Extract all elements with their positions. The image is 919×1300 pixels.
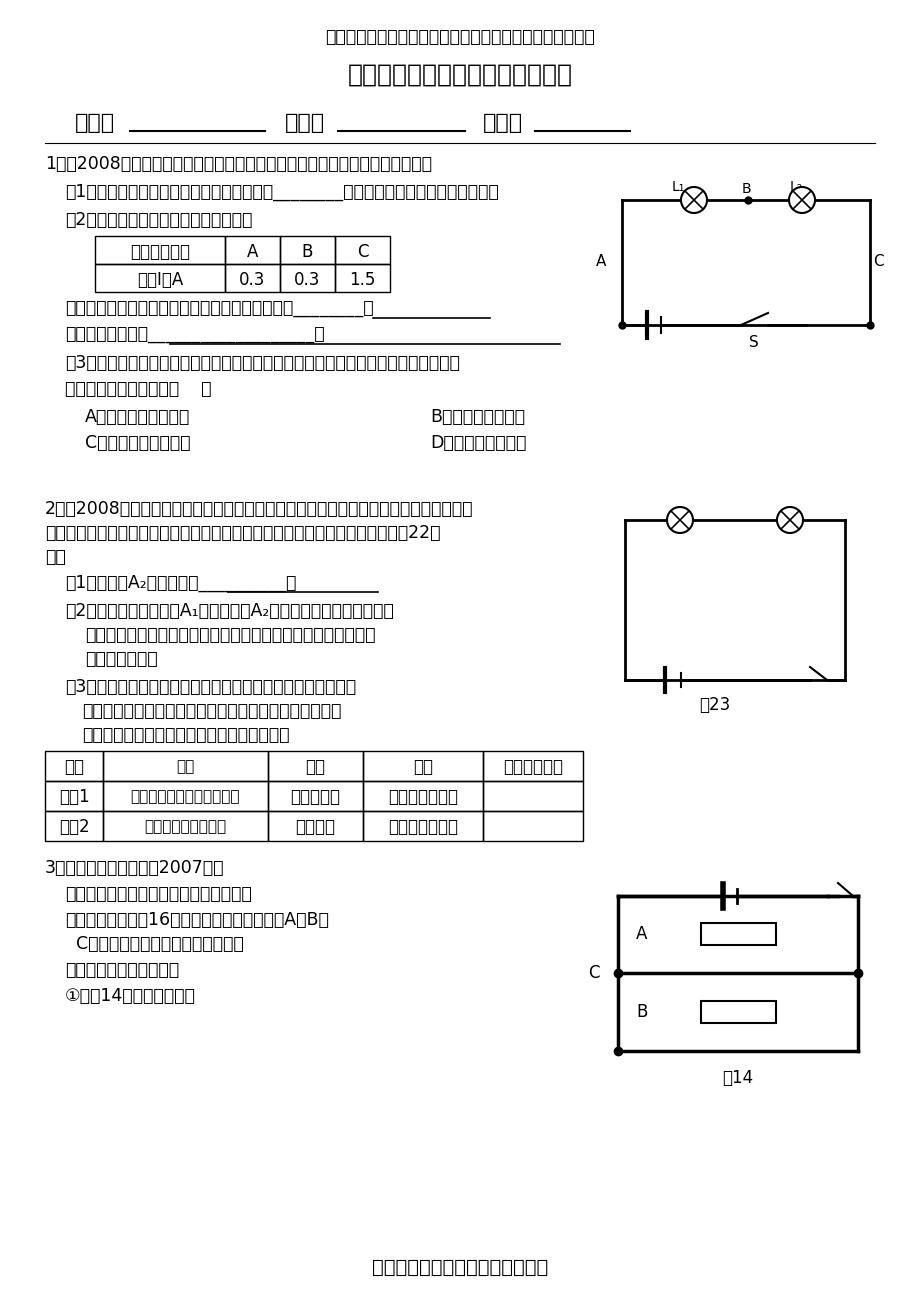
Text: 图14: 图14 [721, 1069, 753, 1087]
Text: （1）实验中，选择两个小灯泡的规格应该是________的（填「相同」或「不相同」）。: （1）实验中，选择两个小灯泡的规格应该是________的（填「相同」或「不相同… [65, 183, 498, 202]
Bar [95, 237, 225, 264]
Text: 两灯一定是串联: 两灯一定是串联 [388, 788, 458, 806]
Text: B: B [742, 182, 751, 196]
Text: B．灯泡的灯丝断了: B．灯泡的灯丝断了 [429, 408, 525, 426]
Text: 方法2: 方法2 [59, 818, 89, 836]
Text: 串、并联电路电流特点的实验探究: 串、并联电路电流特点的实验探究 [347, 62, 572, 87]
Text: L₂: L₂ [789, 179, 802, 194]
Bar [45, 811, 103, 841]
Text: 方法是否可行: 方法是否可行 [503, 758, 562, 776]
Circle shape [680, 187, 706, 213]
Text: 班级：: 班级： [75, 113, 115, 133]
Text: 《提出问题》如图16所示的并联电路中，流过A、B、: 《提出问题》如图16所示的并联电路中，流过A、B、 [65, 911, 328, 930]
Text: 把任意一根导线断开: 把任意一根导线断开 [144, 819, 226, 835]
Text: 小灯泡不发光的原因是（    ）: 小灯泡不发光的原因是（ ） [65, 380, 211, 398]
Text: 电流每流经一个用电器，电流都会减弱一些」．请你指出造成偏: 电流每流经一个用电器，电流都会减弱一些」．请你指出造成偏 [85, 627, 375, 644]
Text: （2）下表是某同学实验中的一组数据：: （2）下表是某同学实验中的一组数据： [65, 211, 252, 229]
Text: 《精品文档》如有侵权，请联系网站删除，仅供学习与交流: 《精品文档》如有侵权，请联系网站删除，仅供学习与交流 [324, 29, 595, 46]
Bar [103, 751, 267, 781]
Text: 操作: 操作 [176, 759, 195, 775]
Text: L₁: L₁ [671, 179, 685, 194]
Bar [363, 751, 482, 781]
Text: （2）该同学发现电流表A₁指针偏转较A₂小，所以他认为「串联电路: （2）该同学发现电流表A₁指针偏转较A₂小，所以他认为「串联电路 [65, 602, 393, 620]
Bar [363, 781, 482, 811]
Text: 把其中一灯泡从灯座中取下: 把其中一灯泡从灯座中取下 [130, 789, 240, 805]
Bar [335, 264, 390, 292]
Text: 《探究名称》探究并联电路中电流的关系: 《探究名称》探究并联电路中电流的关系 [65, 885, 252, 903]
Text: 路的电流规律．所接电路图如图所示，闭合开关后，两电流表指针偏转情况如图22所: 路的电流规律．所接电路图如图所示，闭合开关后，两电流表指针偏转情况如图22所 [45, 524, 440, 542]
Text: C: C [872, 255, 882, 269]
Bar [482, 811, 583, 841]
Bar [279, 264, 335, 292]
Text: 1.5: 1.5 [349, 270, 375, 289]
Circle shape [777, 507, 802, 533]
Text: 方法1: 方法1 [59, 788, 89, 806]
Text: ①按图14所示连接电路；: ①按图14所示连接电路； [65, 987, 196, 1005]
Bar [700, 1001, 775, 1023]
Bar [482, 751, 583, 781]
Text: A: A [246, 243, 258, 261]
Bar [482, 781, 583, 811]
Text: A．通过灯泡的电流小: A．通过灯泡的电流小 [85, 408, 190, 426]
Bar [335, 237, 390, 264]
Bar [225, 237, 279, 264]
Bar [363, 811, 482, 841]
Text: 2．（2008年广州市）某同学希望通过比较电路中不同位置的电流表的读数来研究串联电: 2．（2008年广州市）某同学希望通过比较电路中不同位置的电流表的读数来研究串联… [45, 500, 473, 517]
Text: S: S [748, 335, 758, 350]
Bar [279, 237, 335, 264]
Bar [267, 751, 363, 781]
Text: 断错误的原因．: 断错误的原因． [85, 650, 157, 668]
Bar [95, 264, 225, 292]
Text: 两灯息灯: 两灯息灯 [295, 818, 335, 836]
Text: 1．（2008年辽宁省十二市）如图是「探究串联电路电流特点」的实验电路图：: 1．（2008年辽宁省十二市）如图是「探究串联电路电流特点」的实验电路图： [45, 155, 432, 173]
Text: B: B [301, 243, 312, 261]
Text: （3）连接电路后，两灯泡都亮，由于连线较乱，一时无法确定: （3）连接电路后，两灯泡都亮，由于连线较乱，一时无法确定 [65, 679, 356, 696]
Text: 图23: 图23 [698, 696, 730, 714]
Bar [45, 751, 103, 781]
Text: （1）电流表A₂的读数是：__________。: （1）电流表A₂的读数是：__________。 [65, 575, 296, 592]
Text: B: B [635, 1004, 647, 1020]
Text: 两灯一定是串联: 两灯一定是串联 [388, 818, 458, 836]
Bar [267, 781, 363, 811]
Text: 电流表的位置: 电流表的位置 [130, 243, 190, 261]
Text: 《设计实验与进行实验》: 《设计实验与进行实验》 [65, 961, 179, 979]
Text: 电路是串联还是并联，以下两种简单判断方法是否可行？: 电路是串联还是并联，以下两种简单判断方法是否可行？ [82, 702, 341, 720]
Text: 造成错误的原因是___________________。: 造成错误的原因是___________________。 [65, 326, 324, 344]
Bar [103, 781, 267, 811]
Text: 现象: 现象 [305, 758, 325, 776]
Text: ．．．．．精品文档．．．．．．: ．．．．．精品文档．．．．．． [371, 1258, 548, 1277]
Text: C: C [357, 243, 368, 261]
Bar [45, 781, 103, 811]
Text: 结论: 结论 [413, 758, 433, 776]
Text: D．小灯泡靠近负极: D．小灯泡靠近负极 [429, 434, 526, 452]
Text: 电流I／A: 电流I／A [137, 270, 183, 289]
Text: 0.3: 0.3 [239, 270, 266, 289]
Text: 方法: 方法 [64, 758, 84, 776]
Text: 0.3: 0.3 [294, 270, 321, 289]
Text: （3）实验中某同学发现两个串联的小灯泡中，一个发光，一个不发光，造成其中一个: （3）实验中某同学发现两个串联的小灯泡中，一个发光，一个不发光，造成其中一个 [65, 354, 460, 372]
Text: 姓名：: 姓名： [285, 113, 324, 133]
Text: 另一灯息灯: 另一灯息灯 [290, 788, 340, 806]
Bar [267, 811, 363, 841]
Bar [700, 923, 775, 945]
Text: 指出上述表格所记录的数据中，明显错误的数值是________，: 指出上述表格所记录的数据中，明显错误的数值是________， [65, 300, 373, 318]
Text: C各处的电流之间可能有什么关系？: C各处的电流之间可能有什么关系？ [65, 935, 244, 953]
Circle shape [666, 507, 692, 533]
Bar [103, 811, 267, 841]
Text: C: C [588, 965, 599, 982]
Text: 成绩：: 成绩： [482, 113, 523, 133]
Circle shape [789, 187, 814, 213]
Text: A: A [635, 926, 647, 942]
Text: 请你在表中空格填写「可行」或「不可行」．: 请你在表中空格填写「可行」或「不可行」． [82, 725, 289, 744]
Text: C．灯泡两端的电压小: C．灯泡两端的电压小 [85, 434, 190, 452]
Text: A: A [595, 255, 606, 269]
Text: 示．: 示． [45, 549, 65, 566]
Bar [225, 264, 279, 292]
Text: 3．（江西省课改实验区2007年）: 3．（江西省课改实验区2007年） [45, 859, 224, 878]
